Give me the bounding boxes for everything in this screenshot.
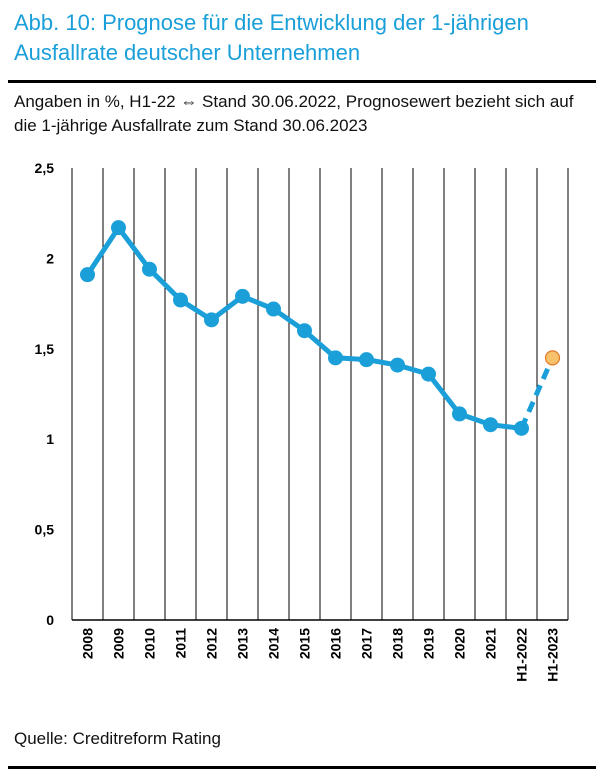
data-point bbox=[297, 323, 312, 339]
x-tick-label: 2013 bbox=[235, 628, 251, 659]
x-tick-label: 2010 bbox=[142, 628, 158, 659]
data-point bbox=[421, 366, 436, 382]
y-tick-label: 2 bbox=[46, 250, 54, 266]
chart-title: Abb. 10: Prognose für die Entwicklung de… bbox=[14, 10, 529, 65]
chart-subtitle: Angaben in %, H1-22 ⇔ Stand 30.06.2022, … bbox=[14, 92, 574, 135]
data-point bbox=[483, 417, 498, 433]
x-tick-label: 2018 bbox=[390, 628, 406, 659]
y-tick-label: 2,5 bbox=[35, 160, 55, 176]
data-point bbox=[204, 312, 219, 328]
x-tick-label: 2009 bbox=[111, 628, 127, 659]
x-tick-label: 2008 bbox=[80, 628, 96, 659]
x-tick-label: 2019 bbox=[421, 628, 437, 659]
footer-divider bbox=[8, 766, 596, 769]
title-divider bbox=[8, 80, 596, 83]
x-tick-label: 2017 bbox=[359, 628, 375, 659]
data-point bbox=[390, 357, 405, 373]
source-note: Quelle: Creditreform Rating bbox=[14, 729, 221, 748]
data-point bbox=[452, 406, 467, 422]
data-point bbox=[235, 288, 250, 304]
data-point bbox=[173, 292, 188, 308]
y-tick-label: 1 bbox=[46, 431, 54, 447]
x-tick-label: 2012 bbox=[204, 628, 220, 659]
data-point bbox=[142, 261, 157, 277]
y-tick-label: 0,5 bbox=[35, 522, 55, 538]
data-point bbox=[328, 350, 343, 366]
y-tick-label: 0 bbox=[46, 612, 54, 628]
x-tick-label: 2021 bbox=[483, 628, 499, 659]
x-tick-label: 2020 bbox=[452, 628, 468, 659]
x-tick-label: 2014 bbox=[266, 628, 282, 659]
data-point bbox=[266, 301, 281, 317]
x-tick-label: H1-2023 bbox=[545, 628, 561, 682]
y-tick-label: 1,5 bbox=[35, 341, 55, 357]
data-point bbox=[80, 267, 95, 283]
line-chart: 0 0,5 1 1,5 2 2,5 2008 2009 2010 2011 2012 2013 2014… bbox=[35, 160, 569, 682]
x-tick-label: 2011 bbox=[173, 628, 189, 659]
x-tick-label: H1-2022 bbox=[514, 628, 530, 682]
forecast-point bbox=[544, 350, 561, 366]
data-point bbox=[359, 352, 374, 368]
data-point bbox=[111, 220, 126, 236]
x-tick-label: 2016 bbox=[328, 628, 344, 659]
x-tick-label: 2015 bbox=[297, 628, 313, 659]
forecast-line bbox=[519, 356, 555, 430]
